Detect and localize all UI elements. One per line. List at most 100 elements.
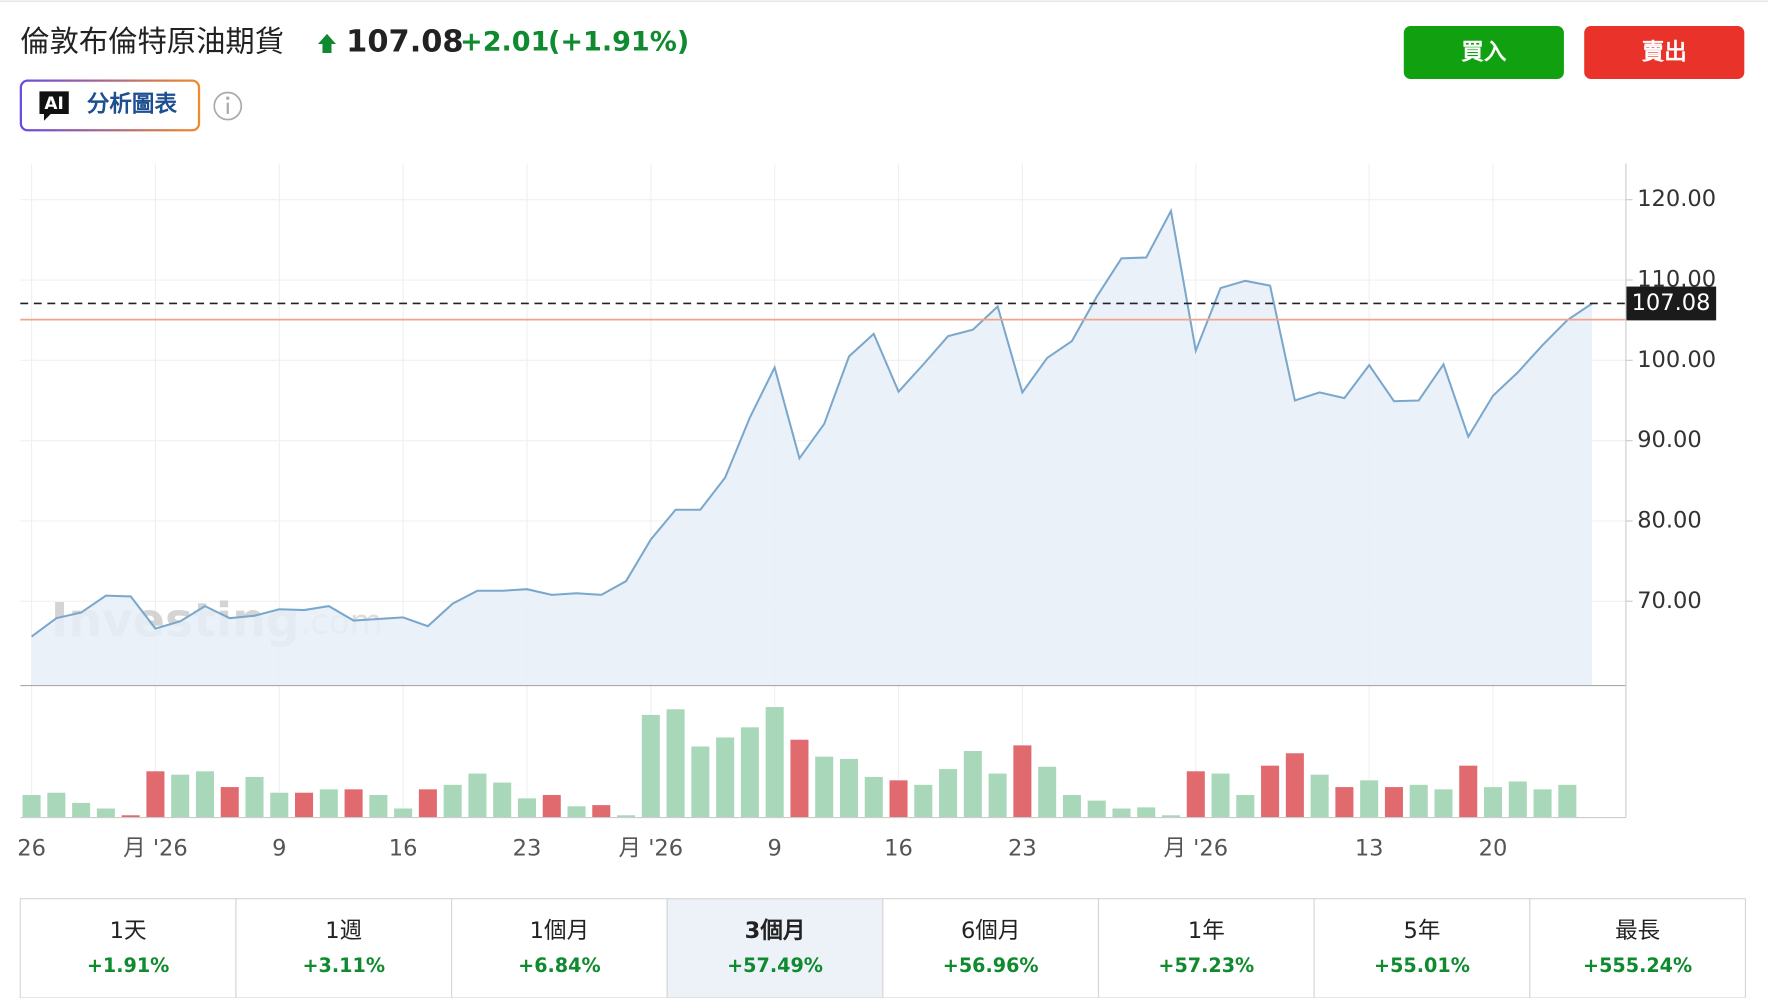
volume-bar xyxy=(1434,789,1453,818)
price: 107.08 xyxy=(346,24,463,59)
volume-bar xyxy=(245,776,264,818)
chart: 26 月 '26 9 16 23 月 '26 9 16 23 月 '26 13 20 70.00 80.0… xyxy=(17,163,1717,862)
volume-bar xyxy=(914,784,933,818)
volume-bar xyxy=(592,805,611,818)
volume-bar xyxy=(295,792,314,818)
price-line xyxy=(30,207,1593,638)
period-cell xyxy=(666,898,884,998)
volume-bar xyxy=(1384,787,1403,818)
volume-bar xyxy=(1335,787,1354,818)
period-change: +1.91% xyxy=(87,954,170,977)
sell-button[interactable]: 賣出 xyxy=(1584,25,1745,79)
volume-bar xyxy=(641,714,660,818)
volume-bar xyxy=(369,794,388,818)
period-change: +57.49% xyxy=(727,954,823,977)
volume-bar xyxy=(468,773,487,818)
x-tick-label: 9 xyxy=(768,836,782,862)
instrument-title: 倫敦布倫特原油期貨 xyxy=(20,24,284,58)
x-tick-label: 16 xyxy=(389,836,418,862)
period-cell xyxy=(1313,898,1531,998)
info-circle xyxy=(213,91,243,121)
volume-bar xyxy=(815,756,834,818)
period-cell xyxy=(235,898,453,998)
volume-bar xyxy=(963,751,982,818)
period-cell xyxy=(1529,898,1747,998)
volume-bar xyxy=(270,792,289,818)
volume-bar xyxy=(1285,753,1304,818)
period-tab[interactable]: 1週 +3.11% xyxy=(235,898,453,998)
period-change: +55.01% xyxy=(1374,954,1470,977)
volume-bar xyxy=(517,798,536,818)
volume-bar xyxy=(988,773,1007,818)
period-cell xyxy=(451,898,668,998)
x-tick-label: 月 '26 xyxy=(619,836,684,862)
volume-bar xyxy=(839,758,859,818)
volume-bar xyxy=(418,789,437,818)
period-change: +56.96% xyxy=(943,954,1039,977)
volume-bar xyxy=(195,771,214,818)
period-tab[interactable]: 最長 +555.24% xyxy=(1529,898,1747,998)
period-label: 3個月 xyxy=(745,918,806,944)
period-label: 5年 xyxy=(1404,918,1441,944)
x-tick-label: 16 xyxy=(884,836,913,862)
volume-bar xyxy=(691,746,710,818)
period-tab[interactable]: 1天 +1.91% xyxy=(19,898,237,998)
volume-bar xyxy=(443,784,462,818)
change: +2.01 xyxy=(460,26,549,57)
info-dot xyxy=(226,96,230,100)
volume-bar xyxy=(47,792,66,818)
volume-bar xyxy=(1360,780,1379,818)
sell-label: 賣出 xyxy=(1642,40,1687,66)
period-tab[interactable]: 5年 +55.01% xyxy=(1313,898,1531,998)
buy-button-bg xyxy=(1403,25,1564,79)
y-tick-label: 80.00 xyxy=(1637,507,1702,533)
period-change: +57.23% xyxy=(1158,954,1254,977)
volume-bar xyxy=(740,727,759,818)
volume-bar xyxy=(1062,794,1081,818)
change-percent: (+1.91%) xyxy=(548,26,689,57)
volume-bar xyxy=(22,794,41,818)
period-cell xyxy=(19,898,237,998)
ai-icon xyxy=(39,91,69,121)
volume-bar xyxy=(220,787,239,818)
period-label: 1個月 xyxy=(530,918,589,944)
volume-bar xyxy=(1112,808,1131,818)
volume-bar xyxy=(394,808,413,818)
volume-bar xyxy=(1533,789,1552,818)
period-tab[interactable]: 1年 +57.23% xyxy=(1097,898,1315,998)
period-label: 1年 xyxy=(1188,918,1225,944)
ai-button-label: 分析圖表 xyxy=(87,91,178,117)
x-tick-label: 23 xyxy=(1008,836,1037,862)
volume-bar xyxy=(1409,784,1428,818)
volume-bar xyxy=(542,794,561,818)
volume-bar xyxy=(1186,771,1205,818)
volume-bar xyxy=(1038,766,1057,818)
period-label: 1天 xyxy=(110,918,147,944)
period-tab[interactable]: 1個月 +6.84% xyxy=(451,898,668,998)
ai-chart-button[interactable]: AI 分析圖表 xyxy=(19,79,201,132)
volume-bar xyxy=(1310,774,1329,818)
period-tab[interactable]: 3個月 +57.49% xyxy=(666,898,884,998)
period-tab[interactable]: 6個月 +56.96% xyxy=(882,898,1100,998)
buy-button[interactable]: 買入 xyxy=(1403,25,1564,79)
y-tick-label: 90.00 xyxy=(1637,427,1702,453)
volume-bar xyxy=(1137,807,1156,818)
volume-bar xyxy=(1087,800,1106,818)
period-label: 1週 xyxy=(325,918,362,944)
info-icon[interactable] xyxy=(213,91,243,121)
volume-bar xyxy=(1211,773,1230,818)
volume-bar xyxy=(617,815,636,818)
up-arrow xyxy=(317,33,337,54)
volume-bar xyxy=(319,789,338,818)
period-change: +3.11% xyxy=(303,954,386,977)
volume-bar xyxy=(344,789,363,818)
period-label: 最長 xyxy=(1615,918,1660,944)
ai-badge: AI xyxy=(44,93,63,113)
volume-bar xyxy=(1459,765,1478,818)
volume-bar xyxy=(666,709,685,818)
y-tick-label: 120.00 xyxy=(1637,186,1716,212)
volume-bar xyxy=(1236,794,1255,818)
volume-bar xyxy=(765,707,784,818)
